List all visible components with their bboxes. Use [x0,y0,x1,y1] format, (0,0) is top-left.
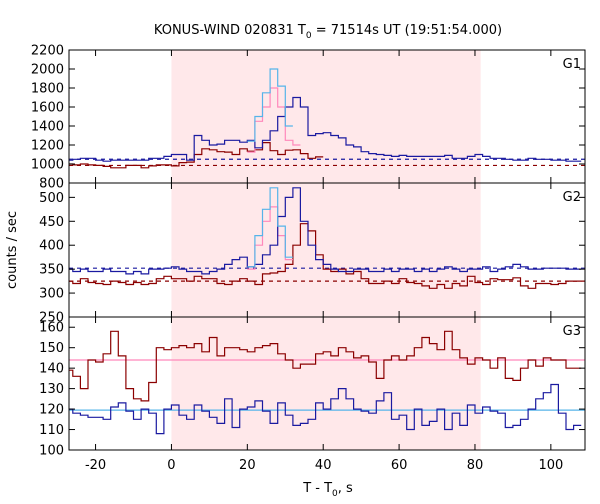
panel-3-y-tick-label-130: 130 [39,382,64,397]
panel-2-y-tick-label-400: 400 [39,239,64,254]
panel-1-series-dark_blue [69,96,582,162]
panel-2-y-tick-label-300: 300 [39,287,64,302]
panel-1-y-tick-label-2000: 2000 [31,63,64,78]
panel-3-y-tick-label-100: 100 [39,444,64,459]
y-axis-label: counts / sec [5,211,20,289]
panel-3-series-dark_blue [69,383,582,435]
panel-3-y-tick-label-110: 110 [39,423,64,438]
panel-1-y-tick-label-1600: 1600 [31,101,64,116]
panel-1-y-tick-label-1200: 1200 [31,139,64,154]
panel-1-highlight-interval [171,50,481,183]
x-tick-label-80: 80 [467,458,484,473]
panel-label-G1: G1 [563,57,581,72]
x-tick-label-100: 100 [538,458,563,473]
panel-3-y-tick-label-140: 140 [39,362,64,377]
panel-2-y-tick-label-500: 500 [39,191,64,206]
x-label-main: T - T [302,481,332,496]
panel-1-y-tick-label-1000: 1000 [31,158,64,173]
plot-layer: 8001000120014001600180020002200G12503003… [31,44,586,473]
panel-1-y-tick-label-1800: 1800 [31,82,64,97]
panel-2-series-dark_blue [69,187,582,275]
x-tick-label--20: -20 [85,458,106,473]
panel-1-y-tick-label-1400: 1400 [31,120,64,135]
panel-3-highlight-interval [171,317,481,450]
x-tick-label-0: 0 [167,458,175,473]
x-axis-label: T - T0, s [302,481,353,499]
title-subscript: 0 [306,31,312,41]
x-tick-label-20: 20 [239,458,256,473]
panel-3-y-tick-label-120: 120 [39,403,64,418]
x-label-rest: , s [338,481,353,496]
panel-3-frame [68,316,586,451]
x-tick-label-40: 40 [315,458,332,473]
panel-1-y-tick-label-2200: 2200 [31,44,64,59]
panel-label-G2: G2 [563,190,581,205]
chart-title: KONUS-WIND 020831 T0 = 71514s UT (19:51:… [154,23,502,41]
panel-3-y-tick-label-150: 150 [39,341,64,356]
title-rest: = 71514s UT (19:51:54.000) [312,23,502,38]
x-tick-label-60: 60 [391,458,408,473]
panel-2-y-tick-label-250: 250 [39,311,64,326]
panel-2-series-dark_red [69,223,582,289]
panel-label-G3: G3 [563,324,581,339]
panel-1-series-pink [247,87,301,153]
panel-2-y-tick-label-450: 450 [39,215,64,230]
panel-2-highlight-interval [171,183,481,317]
panel-1-y-tick-label-800: 800 [39,177,64,192]
x-label-subscript: 0 [332,489,338,499]
panel-2-y-tick-label-350: 350 [39,263,64,278]
panel-1-series-light_blue [247,68,293,142]
title-main: KONUS-WIND 020831 T [154,23,306,38]
panel-2-series-light_blue [247,187,293,268]
panel-3-y-tick-label-160: 160 [39,321,64,336]
panel-1-series-dark_red [69,142,324,169]
panel-3-series-dark_red [69,330,582,402]
